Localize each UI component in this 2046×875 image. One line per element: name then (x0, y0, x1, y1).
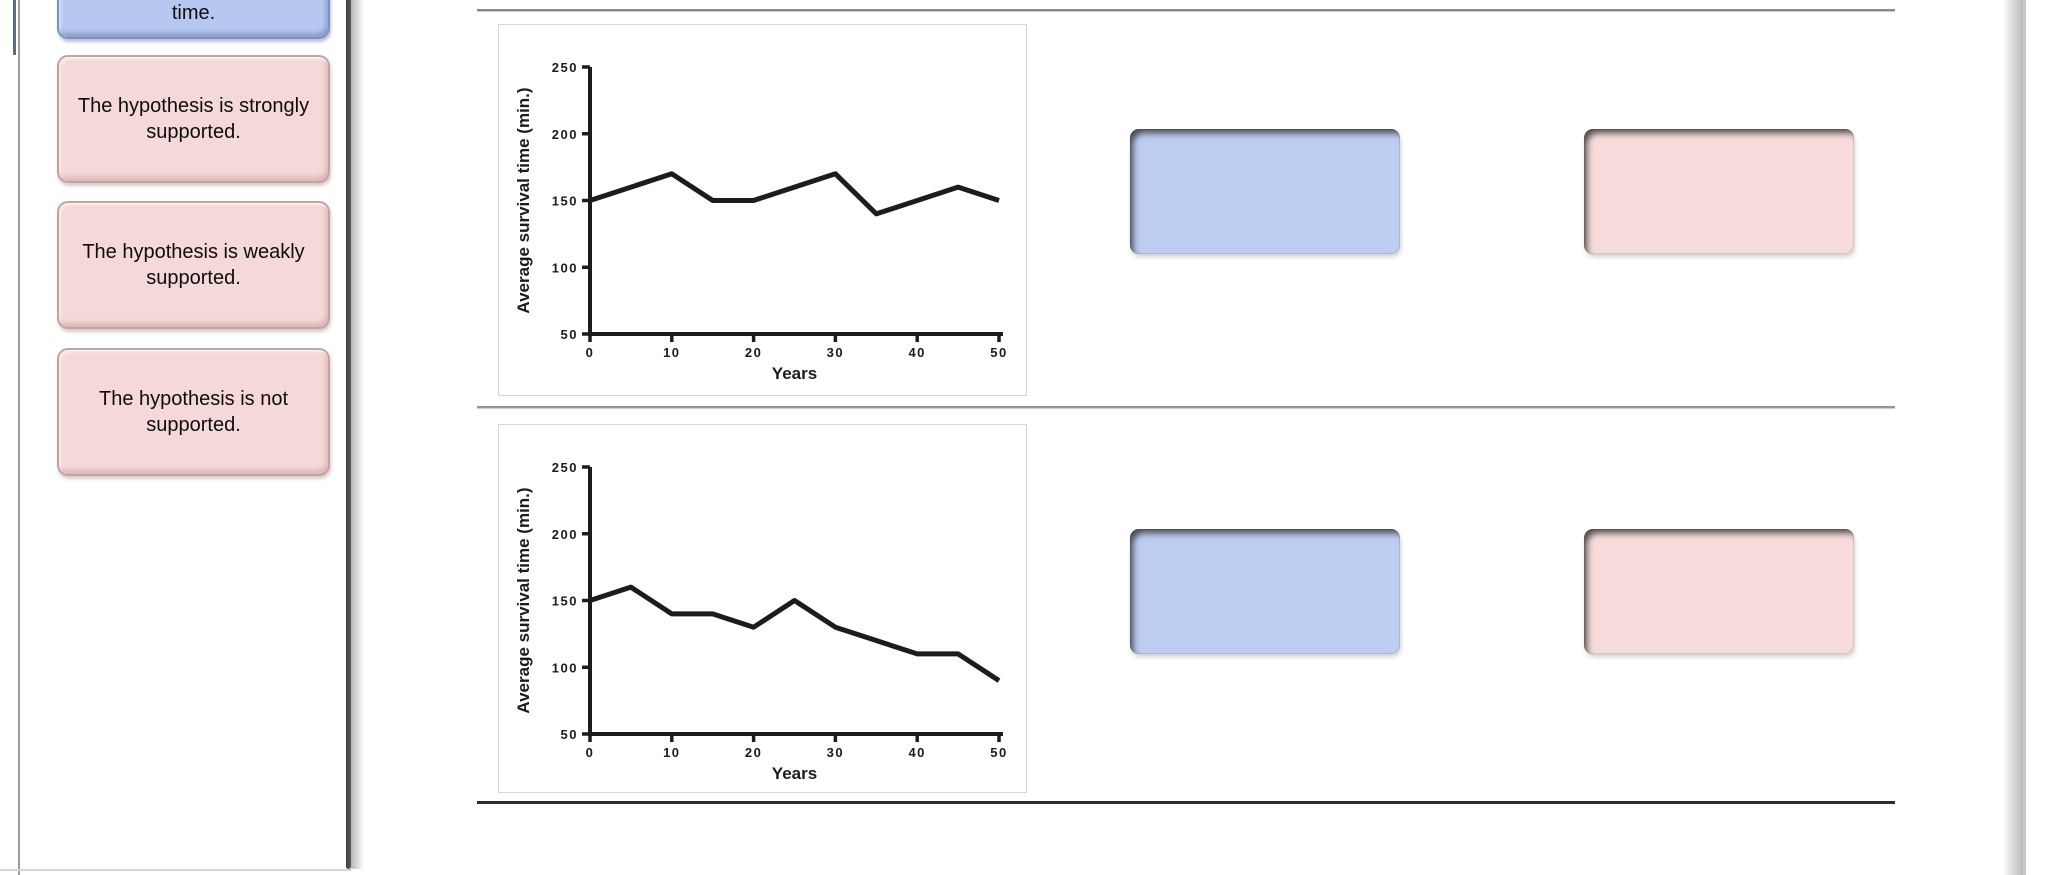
choice-card-time[interactable]: time. (57, 0, 330, 39)
row-separator-bottom (477, 801, 1895, 804)
panel-bottom-border (0, 869, 351, 871)
svg-text:10: 10 (663, 345, 680, 360)
drop-target-blue-2[interactable] (1130, 529, 1400, 654)
choice-card-strongly-supported[interactable]: The hypothesis is strongly supported. (57, 55, 330, 183)
svg-text:Years: Years (772, 364, 817, 383)
svg-text:30: 30 (827, 745, 844, 760)
svg-text:30: 30 (827, 345, 844, 360)
svg-text:40: 40 (908, 745, 925, 760)
svg-text:250: 250 (552, 60, 578, 75)
svg-text:50: 50 (990, 345, 1007, 360)
svg-text:Average survival time (min.): Average survival time (min.) (514, 487, 533, 713)
line-chart-declining: 50 100 150 200 250 0 10 20 30 40 50 Years Average su… (514, 460, 1007, 783)
svg-text:0: 0 (586, 345, 595, 360)
panel-divider (346, 0, 351, 869)
drop-target-pink-2[interactable] (1584, 529, 1854, 654)
left-scrollbar-track[interactable] (18, 0, 20, 875)
choice-card-label: The hypothesis is not supported. (99, 387, 288, 436)
svg-text:50: 50 (561, 727, 578, 742)
right-edge-shadow (2002, 0, 2026, 875)
choice-card-not-supported[interactable]: The hypothesis is not supported. (57, 348, 330, 476)
choice-card-label: The hypothesis is weakly supported. (82, 240, 305, 289)
svg-text:50: 50 (561, 327, 578, 342)
svg-text:100: 100 (552, 660, 578, 675)
svg-text:150: 150 (552, 594, 578, 609)
svg-text:Years: Years (772, 764, 817, 783)
svg-text:150: 150 (552, 194, 578, 209)
svg-text:20: 20 (745, 345, 762, 360)
row-separator-middle (477, 406, 1895, 409)
survival-chart-1: 50 100 150 200 250 0 10 20 30 40 50 Years Average su… (498, 24, 1027, 396)
svg-text:0: 0 (586, 745, 595, 760)
svg-text:Average survival time (min.): Average survival time (min.) (514, 87, 533, 313)
svg-text:20: 20 (745, 745, 762, 760)
left-scrollbar-thumb[interactable] (13, 0, 16, 55)
svg-text:40: 40 (908, 345, 925, 360)
svg-text:250: 250 (552, 460, 578, 475)
row-separator-top (477, 9, 1895, 12)
drop-target-blue-1[interactable] (1130, 129, 1400, 254)
svg-text:200: 200 (552, 527, 578, 542)
choice-card-label: The hypothesis is strongly supported. (77, 94, 310, 143)
choice-card-label: time. (171, 1, 216, 24)
svg-text:200: 200 (552, 127, 578, 142)
choice-card-weakly-supported[interactable]: The hypothesis is weakly supported. (57, 201, 330, 329)
line-chart-steady: 50 100 150 200 250 0 10 20 30 40 50 Years Average su… (514, 60, 1007, 383)
panel-divider-shadow (351, 0, 364, 869)
drop-target-pink-1[interactable] (1584, 129, 1854, 254)
svg-text:10: 10 (663, 745, 680, 760)
svg-text:50: 50 (990, 745, 1007, 760)
svg-text:100: 100 (552, 260, 578, 275)
survival-chart-2: 50 100 150 200 250 0 10 20 30 40 50 Years Average su… (498, 424, 1027, 793)
